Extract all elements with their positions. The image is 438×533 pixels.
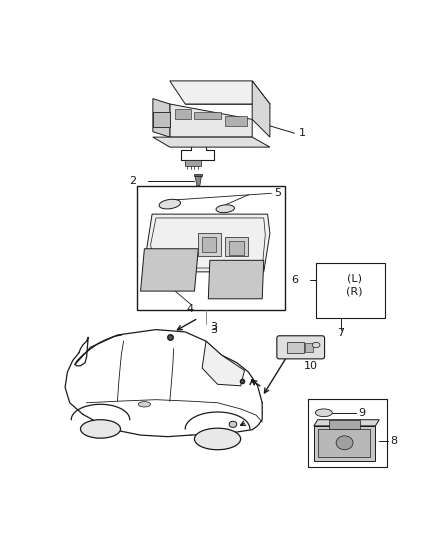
Polygon shape [175, 109, 191, 119]
Text: 3: 3 [210, 322, 217, 332]
Ellipse shape [229, 421, 237, 427]
Text: 6: 6 [291, 274, 298, 285]
Ellipse shape [336, 436, 353, 450]
Text: 4: 4 [187, 304, 194, 314]
Text: 3: 3 [210, 325, 217, 335]
Polygon shape [225, 237, 248, 256]
Text: (R): (R) [346, 286, 363, 296]
Polygon shape [314, 419, 379, 426]
Text: 5: 5 [274, 188, 281, 198]
Polygon shape [170, 104, 252, 137]
Polygon shape [229, 241, 244, 255]
Polygon shape [147, 214, 270, 272]
Polygon shape [194, 112, 221, 119]
Polygon shape [194, 174, 202, 176]
Text: 7: 7 [337, 328, 344, 338]
Ellipse shape [315, 409, 332, 417]
Text: (L): (L) [347, 273, 362, 283]
Polygon shape [202, 237, 216, 252]
Bar [316, 263, 385, 318]
Text: 1: 1 [298, 128, 305, 138]
Polygon shape [329, 419, 360, 429]
Polygon shape [185, 160, 201, 166]
Text: 10: 10 [304, 361, 318, 371]
Polygon shape [153, 99, 170, 137]
Ellipse shape [159, 199, 180, 209]
Polygon shape [153, 137, 270, 147]
Bar [305, 343, 313, 352]
Bar [308, 399, 387, 467]
Polygon shape [170, 81, 270, 104]
Polygon shape [208, 260, 264, 299]
Polygon shape [153, 112, 170, 127]
Bar [137, 185, 285, 310]
Ellipse shape [216, 205, 234, 213]
Text: 9: 9 [358, 408, 366, 418]
Polygon shape [141, 249, 198, 291]
Polygon shape [195, 176, 201, 185]
Polygon shape [314, 426, 375, 461]
Ellipse shape [81, 419, 120, 438]
Text: 2: 2 [129, 176, 136, 186]
Polygon shape [202, 341, 244, 386]
Polygon shape [252, 81, 270, 137]
Bar [287, 342, 304, 353]
Text: 8: 8 [390, 436, 397, 446]
Polygon shape [318, 429, 370, 457]
Ellipse shape [312, 342, 320, 348]
FancyBboxPatch shape [277, 336, 325, 359]
Polygon shape [225, 116, 247, 126]
Ellipse shape [138, 401, 151, 407]
Ellipse shape [194, 428, 240, 450]
Polygon shape [198, 233, 221, 256]
